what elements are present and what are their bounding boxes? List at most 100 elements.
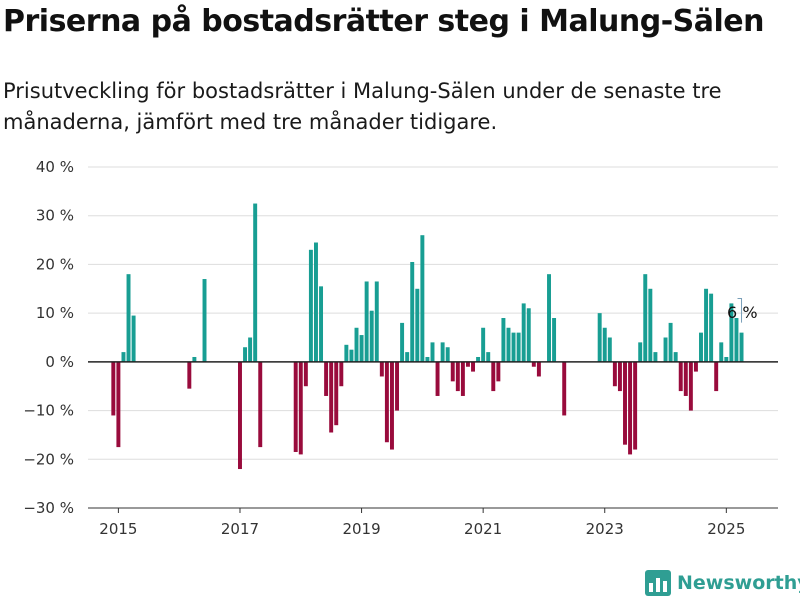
brand-name: Newsworthy <box>677 572 800 594</box>
bar <box>602 327 607 362</box>
bar <box>334 361 339 426</box>
bar <box>704 288 709 362</box>
bar <box>536 361 541 377</box>
x-tick-label: 2023 <box>586 520 624 538</box>
bar <box>440 342 445 362</box>
bar <box>308 249 313 362</box>
bar <box>116 361 121 448</box>
y-tick-label: −20 % <box>23 450 74 468</box>
bar <box>111 361 116 416</box>
bar <box>623 361 627 445</box>
bar <box>349 349 354 362</box>
bar <box>293 361 298 452</box>
bar <box>471 361 475 372</box>
bar <box>425 356 430 362</box>
bar <box>653 352 658 362</box>
bar <box>374 281 379 362</box>
bar <box>501 318 506 362</box>
x-tick-label: 2015 <box>99 520 137 538</box>
bar <box>628 361 633 455</box>
bar <box>202 279 207 362</box>
annotation: 6 % <box>727 298 758 323</box>
bar <box>673 352 678 362</box>
bar <box>486 352 491 362</box>
bar <box>243 347 248 362</box>
bar <box>633 361 638 450</box>
bar <box>389 361 394 450</box>
bar <box>430 342 435 362</box>
bar <box>460 361 465 396</box>
bar <box>131 315 136 362</box>
bar <box>714 361 719 392</box>
bar <box>192 356 197 362</box>
bar <box>329 361 334 433</box>
y-tick-label: −10 % <box>23 402 74 420</box>
bar <box>420 235 425 362</box>
bar <box>384 361 389 443</box>
bar <box>668 322 673 362</box>
bar <box>253 203 258 362</box>
chart-title: Priserna på bostadsrätter steg i Malung-… <box>3 4 765 39</box>
bar <box>612 361 617 387</box>
bar <box>369 310 374 362</box>
bar <box>455 361 460 392</box>
bar <box>491 361 496 392</box>
bar <box>476 356 481 362</box>
x-tick-label: 2017 <box>221 520 259 538</box>
bar <box>724 356 729 362</box>
bar <box>187 361 192 389</box>
x-tick-label: 2025 <box>707 520 745 538</box>
bar <box>516 332 521 362</box>
bar <box>699 332 703 362</box>
x-tick-label: 2019 <box>342 520 380 538</box>
bar <box>648 288 653 362</box>
bar <box>379 361 384 377</box>
bar <box>298 361 303 455</box>
bar <box>359 335 364 362</box>
bar <box>400 322 405 362</box>
bar <box>395 361 400 411</box>
bar <box>734 318 739 362</box>
bar <box>314 242 318 362</box>
bars <box>111 203 744 470</box>
bar <box>339 361 344 387</box>
y-tick-label: −30 % <box>23 499 74 517</box>
bar <box>693 361 698 372</box>
bar <box>324 361 329 396</box>
y-tick-label: 30 % <box>36 207 74 225</box>
bar <box>719 342 724 362</box>
y-tick-label: 20 % <box>36 255 74 273</box>
bar <box>303 361 308 387</box>
bar <box>643 274 648 362</box>
newsworthy-logo: Newsworthy <box>645 570 800 596</box>
bar <box>121 352 126 362</box>
annotation-label: 6 % <box>727 303 757 322</box>
bar <box>511 332 516 362</box>
bar <box>258 361 263 448</box>
gridlines <box>88 166 778 509</box>
y-tick-label: 40 % <box>36 158 74 176</box>
x-axis: 2015 2017 2019 2021 2023 2025 <box>88 507 778 538</box>
bar <box>678 361 683 392</box>
bar <box>617 361 622 392</box>
bar <box>248 337 253 362</box>
bar <box>364 281 369 362</box>
bar <box>729 303 734 362</box>
bar <box>506 327 511 362</box>
bar <box>496 361 501 382</box>
bar <box>526 308 531 362</box>
bar <box>739 332 744 362</box>
bar <box>562 361 567 416</box>
bar <box>521 303 526 362</box>
bar <box>405 352 410 362</box>
bar <box>415 288 420 362</box>
bar <box>552 318 557 362</box>
bar <box>445 347 450 362</box>
bar <box>450 361 455 382</box>
bar <box>465 361 470 367</box>
bar <box>688 361 693 411</box>
bar <box>597 313 602 362</box>
bar <box>410 261 415 362</box>
bar <box>126 274 131 362</box>
